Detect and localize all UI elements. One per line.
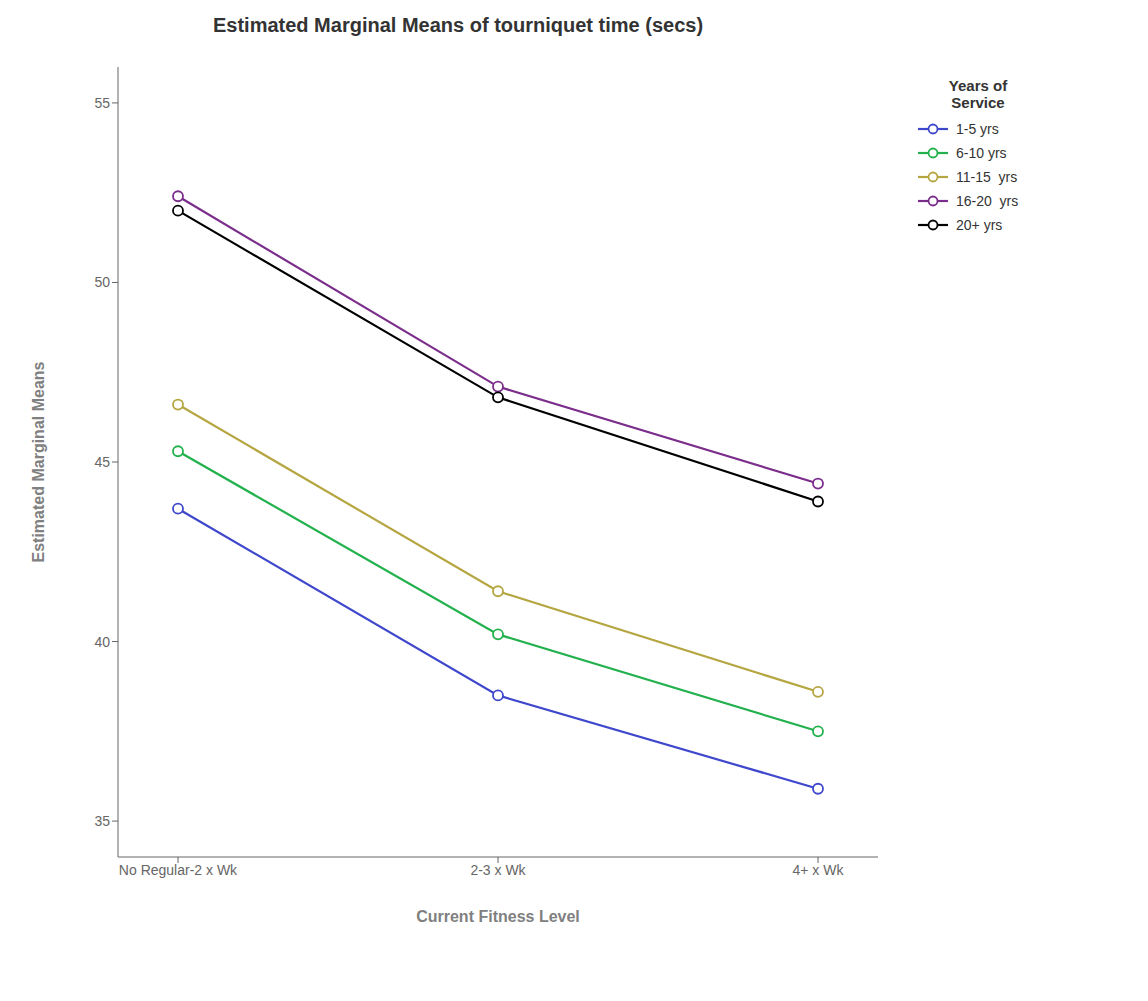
svg-text:Current Fitness Level: Current Fitness Level: [416, 908, 580, 925]
svg-text:2-3 x Wk: 2-3 x Wk: [470, 862, 526, 878]
html-text:1-5 yrs: 1-5 yrs: [956, 121, 999, 137]
svg-text:50: 50: [94, 274, 110, 290]
svg-text:35: 35: [94, 813, 110, 829]
svg-text:45: 45: [94, 454, 110, 470]
svg-text:No Regular-2 x Wk: No Regular-2 x Wk: [119, 862, 238, 878]
html-text:6-10 yrs: 6-10 yrs: [956, 145, 1007, 161]
html-text:Estimated Marginal Means of to: Estimated Marginal Means of tourniquet t…: [213, 14, 703, 36]
html-text:16-20 yrs: 16-20 yrs: [956, 193, 1019, 209]
svg-text:40: 40: [94, 634, 110, 650]
html-text:11-15 yrs: 11-15 yrs: [956, 169, 1018, 185]
svg-text:4+ x Wk: 4+ x Wk: [793, 862, 845, 878]
html-text:20+ yrs: 20+ yrs: [956, 217, 1003, 233]
svg-text:Estimated Marginal Means: Estimated Marginal Means: [30, 361, 47, 562]
svg-text:55: 55: [94, 95, 110, 111]
html-text:Years of Service: Years of Service: [948, 77, 1008, 111]
